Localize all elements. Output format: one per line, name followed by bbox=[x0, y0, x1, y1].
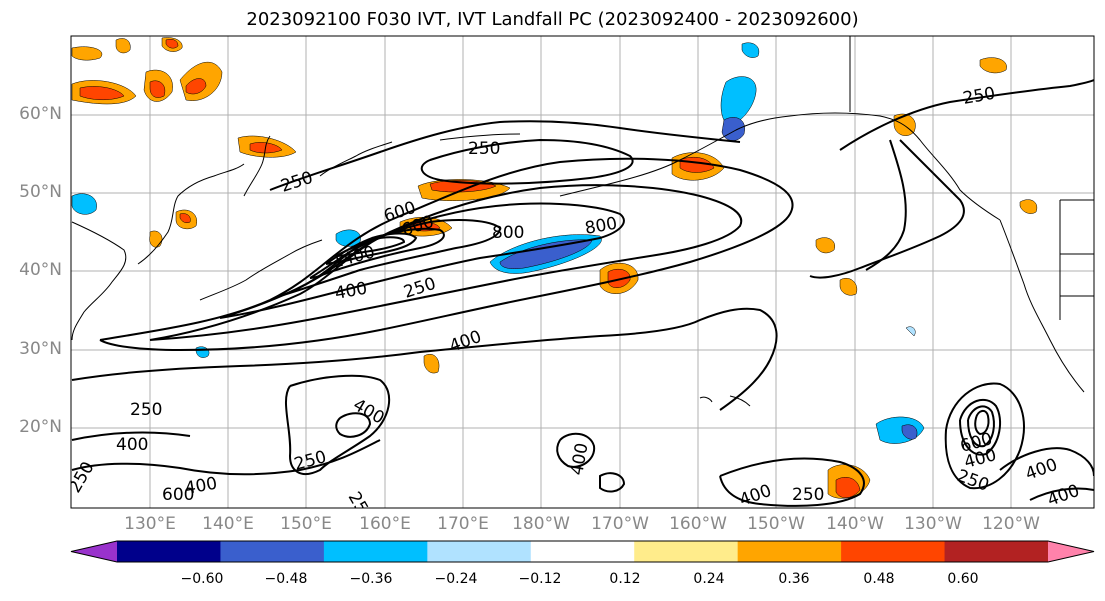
contour-label: 250 bbox=[792, 485, 824, 505]
colorbar-tick-label: −0.36 bbox=[349, 571, 393, 587]
contour-label: 800 bbox=[583, 214, 618, 239]
lon-label: 120°W bbox=[982, 514, 1040, 534]
lon-label: 170°E bbox=[437, 514, 489, 534]
ivt-contours bbox=[71, 79, 1094, 507]
colorbar-tick-label: 0.36 bbox=[778, 571, 810, 587]
contour-label: 800 bbox=[492, 223, 524, 243]
contour-label: 250 bbox=[130, 400, 162, 420]
contour-label: 250 bbox=[65, 458, 99, 496]
contour-labels: 250 250 250 250 400 400 400 400 400 400 … bbox=[65, 84, 1082, 518]
contour-label: 600 bbox=[162, 485, 194, 505]
lon-label: 160°E bbox=[359, 514, 411, 534]
colorbar-tick-label: 0.24 bbox=[693, 571, 725, 587]
contour-label: 25 bbox=[344, 489, 372, 518]
colorbar-segment bbox=[117, 541, 221, 562]
gridlines bbox=[71, 36, 1094, 508]
colorbar-outline bbox=[70, 540, 1095, 563]
contour-label: 250 bbox=[468, 139, 500, 159]
colorbar-segment bbox=[841, 541, 946, 562]
colorbar-tick-label: −0.60 bbox=[180, 571, 224, 587]
contour-label: 400 bbox=[737, 481, 774, 511]
lon-label: 130°W bbox=[904, 514, 962, 534]
contour-label: 250 bbox=[401, 274, 438, 303]
lat-label: 20°N bbox=[19, 417, 62, 437]
contour-label: 400 bbox=[1045, 481, 1082, 511]
lon-label: 180°W bbox=[512, 514, 570, 534]
colorbar-tick-label: −0.12 bbox=[518, 571, 562, 587]
colorbar-segment bbox=[530, 541, 635, 562]
lat-label: 40°N bbox=[19, 260, 62, 280]
lat-label: 50°N bbox=[19, 182, 62, 202]
lon-label: 150°W bbox=[747, 514, 805, 534]
lat-label: 60°N bbox=[19, 104, 62, 124]
contour-label: 400 bbox=[447, 327, 484, 357]
map-title: 2023092100 F030 IVT, IVT Landfall PC (20… bbox=[246, 9, 859, 30]
colorbar-segment bbox=[634, 541, 739, 562]
lon-label: 140°W bbox=[826, 514, 884, 534]
lon-label: 130°E bbox=[124, 514, 176, 534]
colorbar-segment bbox=[944, 541, 1049, 562]
colorbar-segment bbox=[220, 541, 325, 562]
contour-label: 400 bbox=[116, 435, 148, 455]
colorbar-tick-label: 0.60 bbox=[947, 571, 979, 587]
colorbar-segment bbox=[737, 541, 842, 562]
contour-label: 250 bbox=[292, 447, 329, 475]
contour-label: 250 bbox=[278, 168, 315, 197]
colorbar-extend-high bbox=[1048, 541, 1094, 562]
colorbar-tick-label: 0.12 bbox=[609, 571, 641, 587]
colorbar-segment bbox=[323, 541, 428, 562]
colorbar-extend-low bbox=[71, 541, 117, 562]
colorbar bbox=[70, 540, 1095, 563]
colorbar-segment bbox=[427, 541, 532, 562]
contour-label: 400 bbox=[333, 279, 368, 304]
lon-label: 160°W bbox=[669, 514, 727, 534]
lon-label: 140°E bbox=[202, 514, 254, 534]
lon-label: 170°W bbox=[591, 514, 649, 534]
map-frame bbox=[70, 35, 1095, 509]
contour-label: 250 bbox=[961, 84, 996, 109]
contour-label: 400 bbox=[1023, 455, 1060, 485]
colorbar-tick-label: −0.48 bbox=[264, 571, 308, 587]
lat-label: 30°N bbox=[19, 339, 62, 359]
contour-label: 400 bbox=[567, 441, 592, 476]
lon-label: 150°E bbox=[280, 514, 332, 534]
colorbar-tick-label: 0.48 bbox=[863, 571, 895, 587]
colorbar-tick-label: −0.24 bbox=[434, 571, 478, 587]
ivt-pc-shading bbox=[71, 37, 1038, 499]
